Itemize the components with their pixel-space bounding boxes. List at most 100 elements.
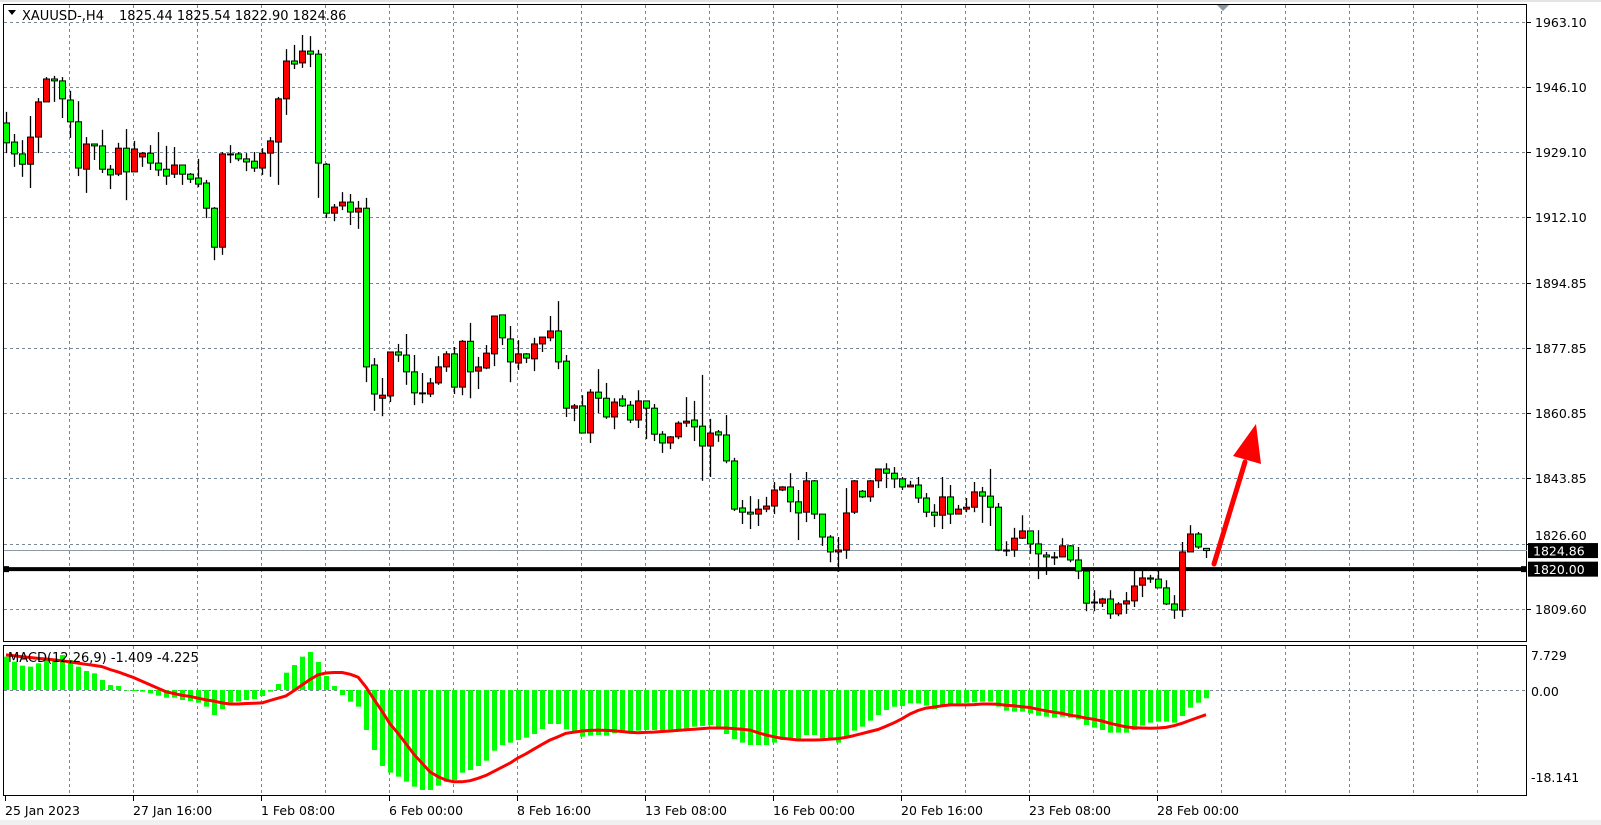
- bearish-candle-body: [995, 506, 1002, 551]
- candle: [1091, 590, 1098, 612]
- macd-histogram-bar: [444, 690, 449, 782]
- bullish-candle-body: [1011, 537, 1018, 551]
- macd-histogram-bar: [860, 690, 865, 727]
- horizontal-level-line[interactable]: [3, 566, 1527, 573]
- bullish-candle-body: [379, 394, 386, 399]
- line-handle-left[interactable]: [3, 566, 9, 573]
- candle: [955, 504, 962, 515]
- macd-histogram-bar: [404, 690, 409, 782]
- macd-histogram-bar: [1060, 690, 1065, 717]
- candle: [867, 480, 874, 502]
- candle: [835, 537, 842, 572]
- candle: [891, 467, 898, 489]
- macd-histogram-bar: [236, 690, 241, 702]
- macd-histogram-bar: [908, 690, 913, 704]
- candle: [771, 481, 778, 515]
- bearish-candle-body: [619, 398, 626, 407]
- candle: [1179, 541, 1186, 617]
- macd-histogram-bar: [116, 686, 121, 690]
- bearish-candle-body: [691, 419, 698, 428]
- dropdown-triangle-icon[interactable]: [8, 10, 16, 15]
- candle: [939, 476, 946, 529]
- candle: [99, 129, 106, 174]
- macd-histogram-bar: [284, 672, 289, 690]
- bullish-candle-body: [755, 508, 762, 515]
- candle: [915, 476, 922, 503]
- candle: [963, 498, 970, 513]
- up-arrow-annotation[interactable]: [1211, 424, 1261, 567]
- bearish-candle-body: [323, 163, 330, 214]
- macd-histogram-bar: [148, 690, 153, 694]
- macd-histogram-bar: [780, 690, 785, 741]
- macd-histogram-bar: [1180, 690, 1185, 716]
- bullish-candle-body: [611, 401, 618, 418]
- macd-histogram-bar: [308, 651, 313, 690]
- macd-histogram-bar: [636, 690, 641, 731]
- macd-tick-label: 0.00: [1531, 684, 1559, 699]
- candle: [315, 49, 322, 198]
- bullish-candle-body: [115, 147, 122, 175]
- bearish-candle-body: [563, 360, 570, 409]
- macd-histogram-bar: [884, 690, 889, 711]
- candle: [587, 389, 594, 443]
- candle: [899, 476, 906, 490]
- candle: [235, 151, 242, 162]
- macd-histogram-bar: [1124, 690, 1129, 733]
- candle: [427, 377, 434, 398]
- bullish-candle-body: [1099, 598, 1106, 604]
- candle: [715, 429, 722, 442]
- bullish-candle-body: [1019, 530, 1026, 539]
- candle: [723, 415, 730, 464]
- macd-histogram-bar: [428, 690, 433, 790]
- level-price-value: 1820.00: [1533, 562, 1585, 577]
- line-handle-right[interactable]: [1521, 566, 1527, 573]
- macd-histogram-bar: [588, 690, 593, 736]
- candle: [747, 496, 754, 529]
- macd-histogram-bar: [332, 686, 337, 690]
- macd-histogram-bar: [740, 690, 745, 743]
- bearish-candle-body: [123, 147, 130, 173]
- macd-histogram-bar: [1108, 690, 1113, 733]
- candle: [755, 499, 762, 526]
- bearish-candle-body: [699, 425, 706, 447]
- candle: [475, 356, 482, 390]
- candle: [347, 194, 354, 226]
- bullish-candle-body: [299, 50, 306, 64]
- candle: [435, 356, 442, 385]
- macd-histogram-bar: [1132, 690, 1137, 731]
- candle: [859, 489, 866, 499]
- macd-histogram-bar: [292, 665, 297, 690]
- candle: [907, 480, 914, 488]
- macd-histogram-bar: [436, 690, 441, 786]
- candle: [355, 200, 362, 229]
- candle: [123, 129, 130, 201]
- bullish-candle-body: [835, 549, 842, 553]
- candle: [579, 395, 586, 434]
- macd-histogram-bar: [84, 670, 89, 690]
- arrow-shaft: [1211, 459, 1248, 567]
- price-tick-label: 1929.10: [1535, 145, 1587, 160]
- candle: [731, 457, 738, 512]
- macd-histogram-bar: [276, 683, 281, 690]
- bullish-candle-body: [867, 480, 874, 498]
- macd-histogram-bar: [756, 690, 761, 745]
- bearish-candle-body: [155, 162, 162, 171]
- macd-histogram-bar: [924, 690, 929, 706]
- macd-histogram-bar: [76, 666, 81, 690]
- bearish-candle-body: [75, 121, 82, 169]
- bullish-candle-body: [275, 98, 282, 143]
- bullish-candle-body: [707, 432, 714, 447]
- macd-histogram-bar: [628, 690, 633, 732]
- candle: [307, 36, 314, 68]
- candle: [659, 431, 666, 453]
- macd-histogram-bar: [380, 690, 385, 766]
- bullish-candle-body: [331, 206, 338, 214]
- bearish-candle-body: [411, 371, 418, 394]
- candle: [627, 400, 634, 424]
- bullish-candle-body: [1123, 600, 1130, 605]
- candle: [971, 481, 978, 513]
- macd-histogram-bar: [972, 690, 977, 703]
- chart-shift-marker-icon[interactable]: [1217, 5, 1229, 11]
- macd-histogram-bar: [596, 690, 601, 735]
